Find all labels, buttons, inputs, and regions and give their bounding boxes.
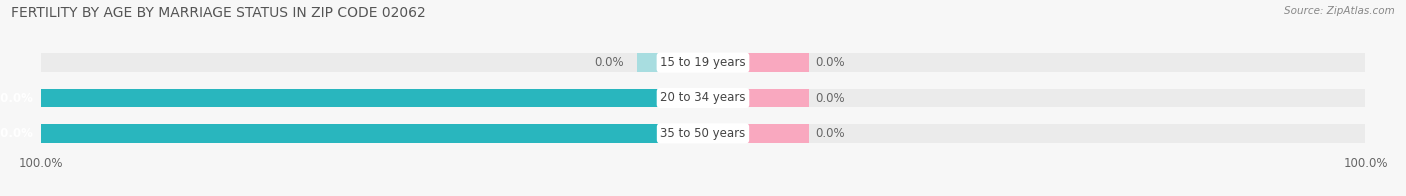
- Text: 0.0%: 0.0%: [815, 127, 845, 140]
- Text: 100.0%: 100.0%: [0, 127, 34, 140]
- Bar: [703, 89, 808, 107]
- Text: 35 to 50 years: 35 to 50 years: [661, 127, 745, 140]
- Bar: [703, 53, 808, 72]
- Text: FERTILITY BY AGE BY MARRIAGE STATUS IN ZIP CODE 02062: FERTILITY BY AGE BY MARRIAGE STATUS IN Z…: [11, 6, 426, 20]
- Bar: [41, 89, 1365, 107]
- Bar: [41, 89, 703, 107]
- Text: 0.0%: 0.0%: [815, 56, 845, 69]
- Text: 100.0%: 100.0%: [0, 92, 34, 104]
- Text: 0.0%: 0.0%: [815, 92, 845, 104]
- Text: Source: ZipAtlas.com: Source: ZipAtlas.com: [1284, 6, 1395, 16]
- Bar: [703, 124, 808, 143]
- Text: 20 to 34 years: 20 to 34 years: [661, 92, 745, 104]
- Bar: [41, 53, 1365, 72]
- Text: 15 to 19 years: 15 to 19 years: [661, 56, 745, 69]
- Bar: [41, 124, 703, 143]
- Bar: [637, 53, 703, 72]
- Text: 0.0%: 0.0%: [593, 56, 623, 69]
- Bar: [41, 124, 1365, 143]
